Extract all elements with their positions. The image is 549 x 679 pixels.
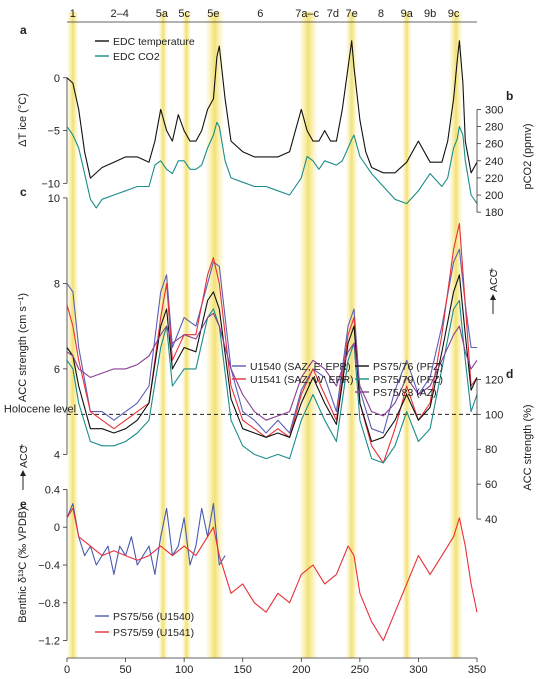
plus-sign: +	[19, 442, 25, 453]
y-axis-label: ΔT ice (°C)	[17, 93, 29, 147]
acc-arrow-label: ACC	[488, 269, 500, 292]
y-axis-label: Benthic δ¹³C (‰ VPDB)	[17, 507, 29, 623]
mis-band	[448, 12, 463, 658]
mis-label: 2–4	[111, 8, 129, 20]
mis-label: 5c	[178, 8, 190, 20]
mis-band	[402, 12, 412, 658]
panel-letter: d	[506, 367, 513, 381]
y2-tick-label: 200	[485, 190, 503, 202]
panel-letter: c	[20, 185, 27, 199]
y2-tick-label: 60	[485, 479, 497, 491]
mis-band	[205, 12, 224, 658]
mis-label: 8	[378, 8, 384, 20]
mis-band	[298, 12, 318, 658]
mis-band	[158, 12, 168, 658]
y-tick-label: 8	[54, 278, 60, 290]
panel-e: 0.4 0 −0.4 −0.8 −1.2 Benthic δ¹³C (‰ VPDB)	[17, 484, 478, 648]
legend-entry: U1540 (SAZ; E' EPR)	[250, 361, 351, 373]
mis-label: 9b	[424, 8, 436, 20]
y2-tick-label: 180	[485, 207, 503, 219]
arrow-head-icon	[490, 294, 496, 300]
series-line	[66, 312, 478, 421]
panel-a: 0 −5 −10 ΔT ice (°C) 180 200 220 240 260 280 300 pC…	[17, 40, 534, 219]
y-tick-label: 0.4	[45, 484, 60, 496]
y-tick-label: 0	[54, 73, 60, 85]
x-tick-label: 150	[234, 664, 252, 676]
x-tick-label: 350	[468, 664, 486, 676]
legend-entry: PS75/83 (AZ)	[373, 387, 437, 399]
y2-axis-label: ACC strength (%)	[522, 404, 534, 490]
y2-tick-label: 220	[485, 173, 503, 185]
y-tick-label: 10	[48, 193, 60, 205]
y2-tick-label: 120	[485, 374, 503, 386]
x-tick-label: 300	[409, 664, 427, 676]
legend-entry: PS75/79 (PFZ)	[373, 374, 443, 386]
y2-tick-label: 260	[485, 139, 503, 151]
mis-band	[67, 12, 79, 658]
series-line	[66, 121, 478, 209]
panel-letter: e	[20, 497, 27, 511]
figure-annotations: EDC temperature EDC CO2 U1540 (SAZ; E' EPR…	[18, 23, 513, 639]
mis-label: 6	[257, 8, 263, 20]
panel-letter: a	[20, 23, 27, 37]
y-tick-label: 0	[54, 522, 60, 534]
mis-label: 7d	[327, 8, 339, 20]
reference-line-label: Holocene level	[4, 403, 76, 415]
y-tick-label: −5	[47, 126, 60, 138]
panel-letter: b	[506, 89, 513, 103]
y2-tick-label: 300	[485, 104, 503, 116]
legend-entry: EDC temperature	[113, 36, 195, 48]
y-tick-label: −1.2	[38, 636, 60, 648]
legend-entry: PS75/59 (U1541)	[113, 627, 194, 639]
y2-tick-label: 280	[485, 122, 503, 134]
mis-label: 9c	[448, 8, 460, 20]
x-tick-label: 100	[175, 664, 193, 676]
mis-label: 7e	[346, 8, 358, 20]
x-axis: 0 50 100 150 200 250 300 350	[64, 657, 486, 676]
y-tick-label: −0.8	[38, 598, 60, 610]
y2-axis-label: pCO2 (ppmv)	[522, 123, 534, 189]
y-tick-label: 6	[54, 364, 60, 376]
mis-label: 1	[70, 8, 76, 20]
y2-tick-label: 80	[485, 444, 497, 456]
mis-labels: 1 2–4 5a 5c 5e 6 7a–c 7d 7e 8 9a 9b 9c	[67, 8, 477, 23]
mis-bands	[67, 12, 463, 658]
y-tick-label: 4	[54, 449, 60, 461]
x-tick-label: 200	[292, 664, 310, 676]
x-tick-label: 50	[119, 664, 131, 676]
arrow-head-icon	[20, 470, 26, 476]
acc-arrow-label: ACC	[18, 445, 30, 468]
legend-entry: U1541 (SAZ; W' EPR)	[250, 374, 354, 386]
y-axis-label: ACC strength (cm s⁻¹)	[17, 293, 29, 402]
mis-label: 9a	[401, 8, 414, 20]
legend-entry: EDC CO2	[113, 51, 160, 63]
series-line	[66, 274, 478, 443]
mis-band	[345, 12, 358, 658]
series-line	[66, 299, 478, 464]
series-line	[66, 503, 226, 575]
legend-entry: PS75/56 (U1540)	[113, 611, 194, 623]
series-line	[66, 248, 477, 434]
panel-c: 4 6 8 10 ACC strength (cm s⁻¹)Holocene level…	[4, 193, 534, 526]
plus-sign: +	[489, 266, 495, 277]
panels: 0 −5 −10 ΔT ice (°C) 180 200 220 240 260 280 300 pC…	[4, 40, 534, 648]
y2-tick-label: 40	[485, 514, 497, 526]
y2-tick-label: 100	[485, 409, 503, 421]
y2-tick-label: 240	[485, 156, 503, 168]
x-tick-label: 250	[351, 664, 369, 676]
x-tick-label: 0	[64, 664, 70, 676]
y-tick-label: −10	[41, 178, 60, 190]
mis-label: 5e	[207, 8, 219, 20]
mis-label: 5a	[156, 8, 169, 20]
y-tick-label: −0.4	[38, 560, 60, 572]
legend-entry: PS75/76 (PFZ)	[373, 361, 443, 373]
series-line	[66, 40, 478, 179]
series-line	[66, 507, 478, 642]
mis-label: 7a–c	[295, 8, 319, 20]
